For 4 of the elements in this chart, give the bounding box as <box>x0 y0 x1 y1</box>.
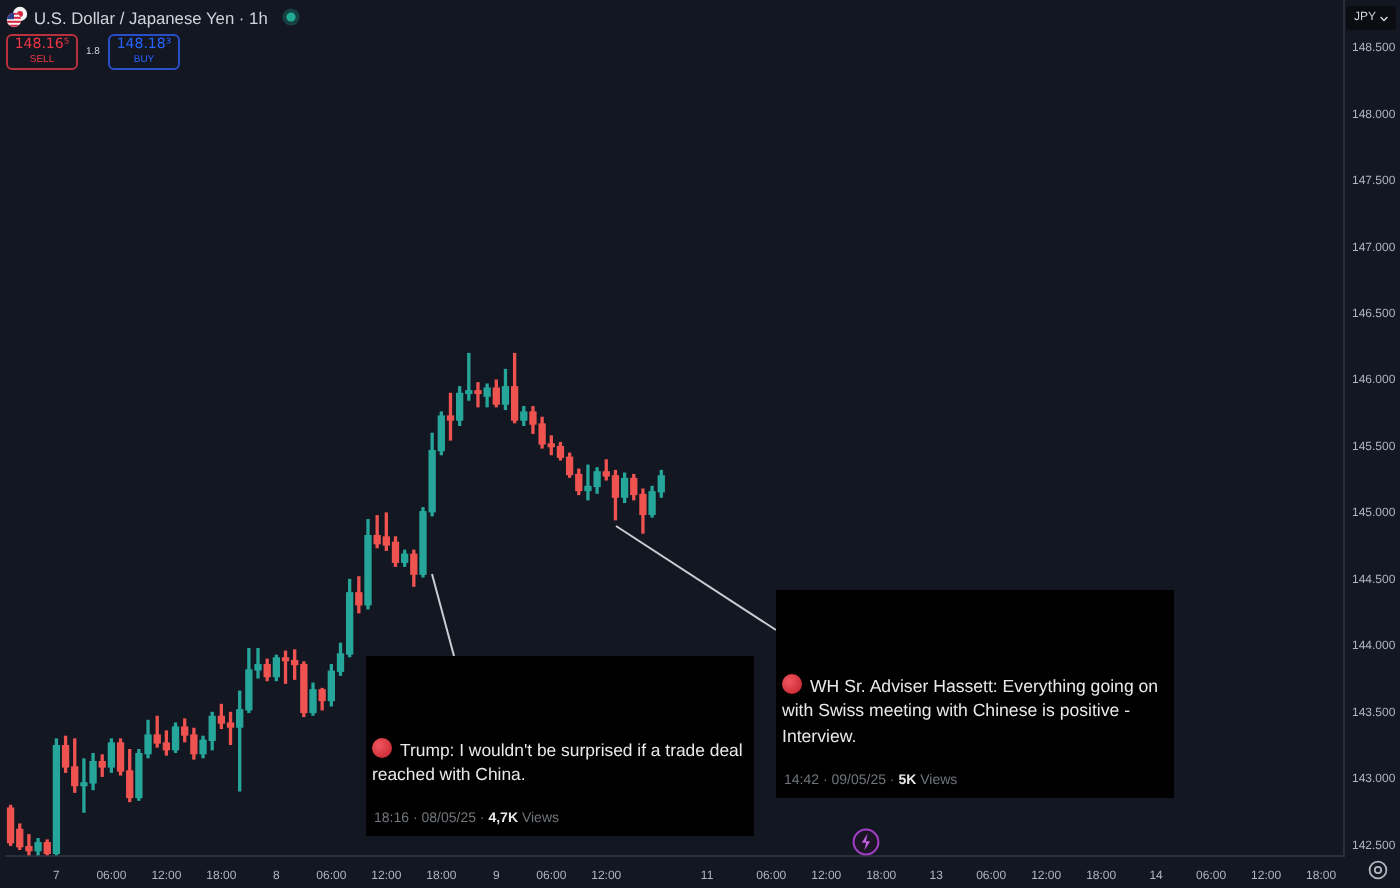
annotation: Trump: I wouldn't be surprised if a trade deal reached with China. <box>372 738 745 787</box>
annotation: WH Sr. Adviser Hassett: Everything going on with Swiss meeting with Chinese is positive - Interview. <box>782 673 1161 749</box>
candlestick <box>474 382 482 408</box>
text: U.S. Dollar / Japanese Yen · 1h <box>34 7 268 27</box>
